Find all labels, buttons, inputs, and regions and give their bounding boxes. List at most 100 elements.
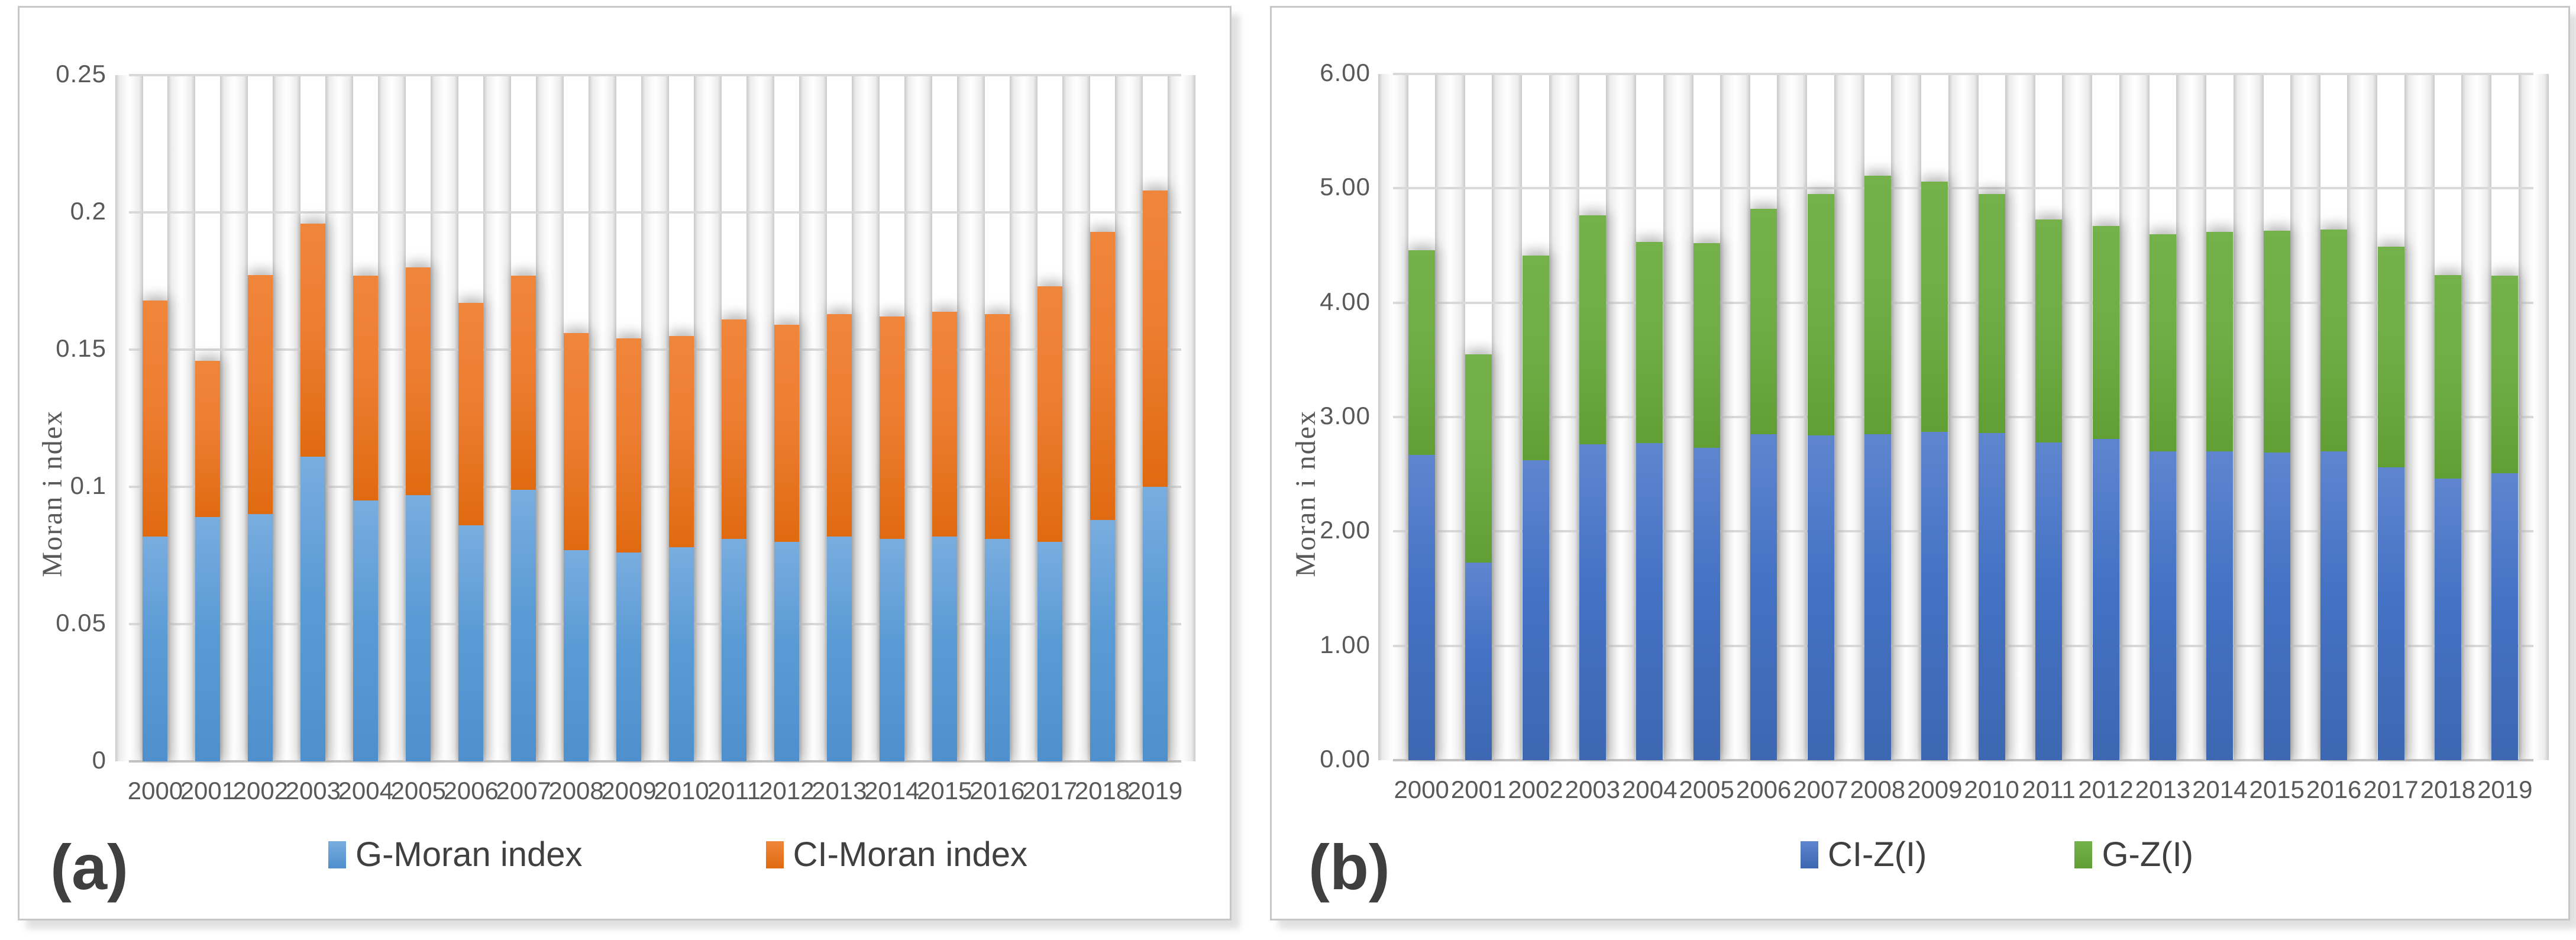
x-axis-tick-label: 2015: [2249, 776, 2304, 803]
x-axis-tick-label: 2000: [1394, 776, 1449, 803]
bar-segment-G-Z(I): [1693, 243, 1720, 448]
bar-segment-CI-Z(I): [2150, 451, 2176, 760]
gridline: [1393, 416, 2533, 418]
bar-segment-CI-Moran index: [880, 316, 904, 539]
legend-item-CI-Z(I): CI-Z(I): [1800, 835, 1927, 874]
bar-2004: [353, 276, 378, 761]
bar-segment-G-Moran index: [143, 537, 167, 761]
bar-segment-CI-Moran index: [827, 314, 852, 537]
y-axis-tick-label: 3.00: [1320, 402, 1371, 429]
panel-label-b: (b): [1308, 831, 1390, 903]
bar-segment-G-Moran index: [564, 550, 589, 761]
x-axis-tick-label: 2002: [232, 777, 289, 805]
bar-segment-CI-Z(I): [2093, 439, 2119, 760]
bar-2017: [1037, 286, 1062, 761]
x-axis-tick-label: 2006: [443, 777, 499, 805]
bar-segment-CI-Z(I): [2206, 451, 2233, 760]
gridline: [1393, 301, 2533, 304]
bar-segment-G-Z(I): [1979, 194, 2005, 433]
y-axis-tick-label: 0: [92, 746, 106, 774]
bar-segment-CI-Z(I): [2264, 453, 2290, 760]
bar-segment-CI-Moran index: [1143, 190, 1168, 487]
bar-2001: [1465, 354, 1492, 760]
bar-segment-CI-Z(I): [1921, 432, 1948, 760]
y-axis-tick-label: 0.25: [56, 60, 106, 88]
bar-2012: [774, 325, 799, 761]
bar-shadow-band: [589, 75, 617, 761]
y-axis-tick-label: 0.15: [56, 334, 106, 362]
bar-2009: [616, 338, 641, 761]
bar-2018: [2435, 275, 2461, 760]
bar-segment-G-Moran index: [985, 539, 1010, 761]
chart-panel-b: Moran i ndex 6.00 5.00 4.00 3.00 2.00 1.00 0.0…: [1270, 6, 2570, 920]
bar-2019: [1143, 190, 1168, 761]
bar-segment-G-Moran index: [827, 537, 852, 761]
x-axis-tick-label: 2010: [1964, 776, 2019, 803]
bar-segment-G-Moran index: [406, 495, 431, 761]
bar-2016: [985, 314, 1010, 761]
y-axis-tick-label: 5.00: [1320, 173, 1371, 201]
x-axis-tick-label: 2005: [1679, 776, 1734, 803]
bar-2001: [195, 361, 220, 761]
bar-segment-G-Z(I): [1864, 176, 1891, 434]
bar-segment-CI-Z(I): [1465, 563, 1492, 760]
bar-segment-G-Z(I): [2378, 247, 2404, 467]
x-axis-tick-label: 2008: [548, 777, 604, 805]
bar-segment-G-Moran index: [1143, 487, 1168, 761]
x-axis-tick-label: 2009: [601, 777, 657, 805]
bar-segment-G-Moran index: [722, 539, 746, 761]
bar-segment-CI-Z(I): [1864, 434, 1891, 760]
gridline: [129, 211, 1181, 214]
x-axis-tick-label: 2007: [496, 777, 551, 805]
bar-shadow-band: [325, 75, 354, 761]
bar-2015: [2264, 231, 2290, 760]
bar-2005: [1693, 243, 1720, 760]
bar-2008: [1864, 176, 1891, 760]
x-axis-tick-label: 2005: [390, 777, 446, 805]
bar-shadow-band: [115, 75, 143, 761]
bar-2010: [1979, 194, 2005, 760]
bar-segment-G-Z(I): [2206, 232, 2233, 451]
bar-segment-G-Moran index: [932, 537, 957, 761]
bar-segment-G-Z(I): [2435, 275, 2461, 479]
bar-segment-G-Z(I): [2093, 226, 2119, 439]
x-axis-tick-label: 2018: [2420, 776, 2476, 803]
bar-segment-G-Z(I): [2035, 219, 2062, 442]
bar-2005: [406, 267, 431, 761]
x-axis-tick-label: 2002: [1508, 776, 1563, 803]
x-axis-tick-label: 2004: [338, 777, 393, 805]
bar-2007: [1808, 194, 1834, 760]
gridline: [129, 486, 1181, 488]
bar-segment-G-Z(I): [1408, 250, 1435, 455]
bar-shadow-band: [1009, 75, 1037, 761]
bar-segment-G-Z(I): [1636, 242, 1663, 443]
bar-2008: [564, 333, 589, 761]
legend-item-CI-Moran index: CI-Moran index: [765, 835, 1028, 874]
bar-shadow-band: [956, 75, 985, 761]
bar-2019: [2491, 276, 2518, 760]
bar-segment-CI-Moran index: [932, 312, 957, 537]
bar-segment-CI-Z(I): [2435, 479, 2461, 760]
bar-segment-CI-Z(I): [2491, 473, 2518, 760]
bar-2014: [2206, 232, 2233, 760]
bar-segment-CI-Moran index: [248, 275, 273, 514]
y-axis-tick-label: 4.00: [1320, 287, 1371, 315]
bar-segment-CI-Z(I): [1523, 460, 1549, 760]
x-axis-tick-label: 2007: [1793, 776, 1848, 803]
legend-label: CI-Moran index: [793, 835, 1028, 874]
x-axis-tick-label: 2016: [969, 777, 1025, 805]
bar-segment-G-Z(I): [1579, 215, 1606, 444]
plot-area: 6.00 5.00 4.00 3.00 2.00 1.00 0.00 2000 2001 2002…: [1320, 59, 2549, 803]
bar-segment-CI-Moran index: [300, 224, 325, 457]
x-axis-tick-label: 2009: [1907, 776, 1963, 803]
x-axis-tick-label: 2003: [1565, 776, 1621, 803]
x-axis-tick-label: 2006: [1735, 776, 1792, 803]
legend-item-G-Moran index: G-Moran index: [328, 835, 583, 874]
bar-shadow-band: [1167, 75, 1195, 761]
x-axis-tick-label: 2014: [2192, 776, 2248, 803]
bar-segment-G-Z(I): [1750, 209, 1777, 434]
x-axis-tick-label: 2000: [127, 777, 183, 805]
gridline: [129, 74, 1181, 76]
y-axis-tick-label: 0.1: [70, 471, 106, 499]
bar-segment-CI-Moran index: [195, 361, 220, 517]
